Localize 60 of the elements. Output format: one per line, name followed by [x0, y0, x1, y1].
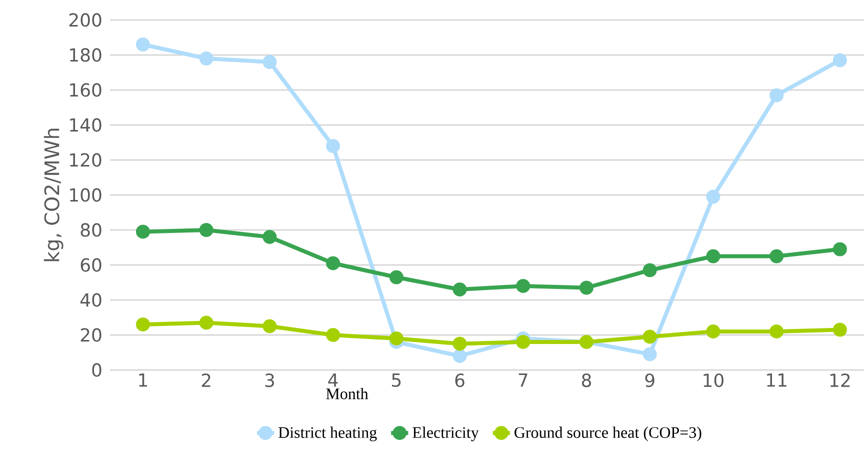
y-tick-label: 60: [80, 258, 102, 272]
x-tick-label: 11: [767, 374, 786, 387]
point: [706, 324, 720, 338]
point: [199, 222, 214, 237]
point: [706, 249, 720, 264]
x-tick-label: 1: [139, 374, 148, 387]
point: [136, 37, 150, 52]
legend-label: Electricity: [412, 426, 479, 442]
y-axis-title: kg, CO2/MWh: [44, 128, 64, 262]
y-tick-label: 0: [92, 363, 102, 377]
point: [262, 54, 277, 69]
point: [770, 324, 784, 338]
legend-label: District heating: [278, 426, 377, 442]
x-tick-label: 8: [582, 374, 591, 388]
point: [452, 348, 467, 363]
x-tick-label: 7: [518, 374, 528, 387]
point: [832, 242, 847, 256]
point: [389, 270, 404, 284]
point: [642, 347, 657, 362]
x-tick-label: 9: [645, 374, 654, 388]
x-axis-title: Month: [326, 388, 368, 400]
point: [642, 263, 657, 278]
point: [136, 317, 150, 332]
x-tick-label: 5: [392, 374, 401, 387]
point: [326, 256, 340, 270]
y-tick-label: 80: [80, 223, 102, 237]
x-tick-label: 4: [328, 374, 338, 387]
point: [832, 322, 847, 337]
x-tick-label: 6: [455, 374, 464, 388]
point: [262, 230, 277, 244]
point: [770, 249, 784, 264]
point: [262, 319, 277, 334]
point: [452, 282, 467, 296]
point: [579, 280, 594, 295]
y-tick-label: 160: [70, 83, 102, 97]
y-tick-label: 200: [69, 13, 102, 27]
point: [389, 331, 404, 346]
point: [706, 190, 720, 204]
legend-label: Ground source heat (COP=3): [514, 426, 702, 442]
point: [136, 224, 150, 239]
y-tick-label: 180: [70, 48, 102, 62]
point: [832, 53, 847, 68]
y-tick-label: 100: [70, 188, 102, 202]
point: [199, 316, 214, 330]
y-tick-label: 120: [70, 153, 102, 167]
x-tick-label: 12: [830, 374, 850, 387]
x-tick-label: 10: [704, 374, 724, 388]
point: [770, 88, 784, 102]
point: [452, 336, 467, 351]
y-tick-label: 20: [80, 328, 102, 342]
y-tick-label: 140: [70, 118, 102, 132]
point: [516, 278, 530, 293]
point: [642, 330, 657, 344]
point: [516, 334, 530, 349]
point: [326, 138, 340, 153]
point: [199, 51, 214, 66]
y-tick-label: 40: [80, 293, 102, 307]
point: [326, 328, 340, 342]
x-tick-label: 3: [265, 374, 274, 388]
x-tick-label: 2: [202, 374, 210, 387]
